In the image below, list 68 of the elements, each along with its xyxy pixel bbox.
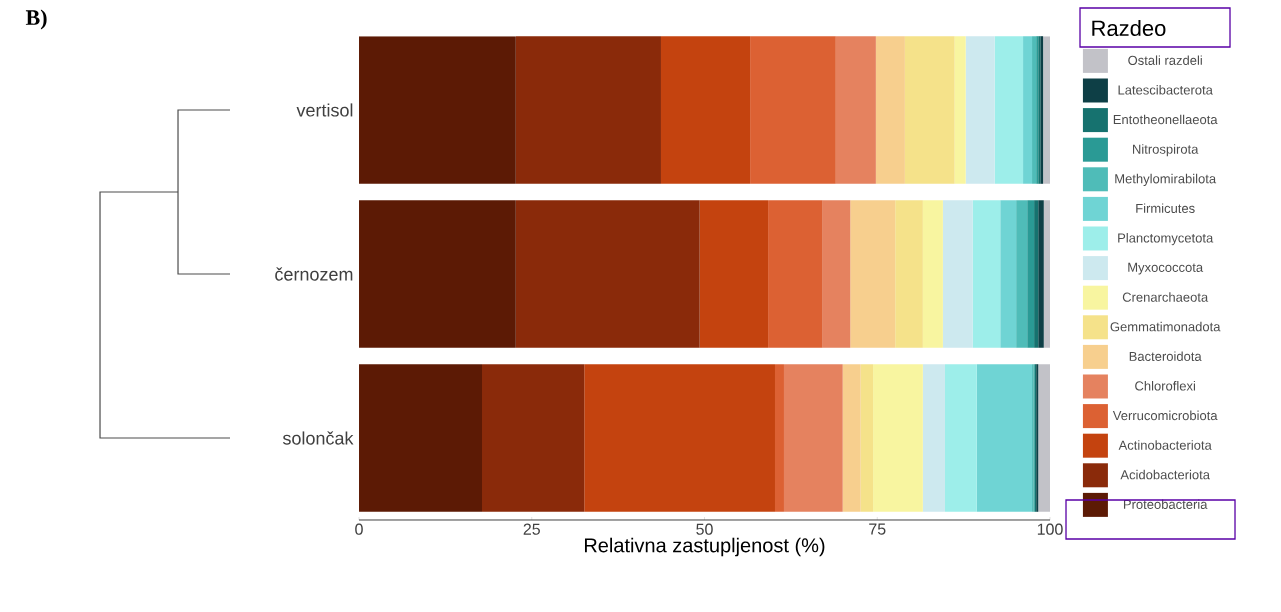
bar <box>860 364 874 512</box>
x-axis-title: Relativna zastupljenost (%) <box>584 537 825 557</box>
bar <box>994 36 1024 184</box>
y-tick-label: černozem <box>275 267 353 281</box>
bar <box>750 36 836 184</box>
x-tick-label: 50 <box>696 523 713 535</box>
bar <box>1027 200 1035 348</box>
legend-label: Verrucomicrobiota <box>1112 410 1218 421</box>
bar <box>515 200 700 348</box>
legend-label: Bacteroidota <box>1129 351 1202 361</box>
bar <box>1038 200 1044 348</box>
bar <box>850 200 896 348</box>
legend-label: Gemmatimonadota <box>1110 321 1221 332</box>
bar <box>1023 36 1033 184</box>
bar <box>972 200 1001 348</box>
bar <box>922 364 945 512</box>
bar <box>359 364 483 512</box>
bar <box>1038 364 1051 512</box>
bar <box>1043 36 1051 184</box>
bar <box>1043 200 1051 348</box>
bar <box>1032 36 1037 184</box>
bar <box>965 36 995 184</box>
legend-label: Methylomirabilota <box>1115 173 1217 186</box>
bar <box>944 364 977 512</box>
bar <box>976 364 1033 512</box>
x-tick-label: 25 <box>523 523 540 535</box>
bar <box>783 364 843 512</box>
legend-label: Myxococcota <box>1128 262 1204 275</box>
legend-label: Chloroflexi <box>1135 381 1195 391</box>
legend-label: Ostali razdeli <box>1128 55 1202 65</box>
legend-label: Planctomycetota <box>1118 233 1214 246</box>
bar <box>660 36 751 184</box>
legend-label: Crenarchaeota <box>1122 292 1209 302</box>
legend-label: Latescibacterota <box>1118 85 1213 95</box>
bar <box>482 364 585 512</box>
bar <box>768 200 823 348</box>
bar <box>1000 200 1017 348</box>
bar <box>515 36 661 184</box>
legend-label: Nitrospirota <box>1133 144 1199 157</box>
bar <box>822 200 851 348</box>
bar <box>1034 200 1039 348</box>
bar <box>873 364 923 512</box>
bar <box>584 364 775 512</box>
legend-label: Entotheonellaeota <box>1113 114 1218 125</box>
text: B) <box>25 9 47 30</box>
legend-label: Actinobacteriota <box>1118 440 1212 450</box>
bar <box>922 200 943 348</box>
bar <box>359 36 516 184</box>
legend-label: Firmicutes <box>1136 203 1195 213</box>
y-tick-label: vertisol <box>296 103 353 117</box>
legend-label: Proteobacteria <box>1123 499 1208 509</box>
bar <box>842 364 861 512</box>
bar <box>1016 200 1028 348</box>
bar <box>895 200 923 348</box>
bar <box>774 364 784 512</box>
x-tick-label: 0 <box>355 523 363 535</box>
bar <box>835 36 876 184</box>
y-tick-label: solončak <box>282 431 354 445</box>
bar <box>942 200 973 348</box>
legend-label: Acidobacteriota <box>1120 469 1210 480</box>
bar <box>699 200 769 348</box>
bar <box>875 36 905 184</box>
bar <box>904 36 955 184</box>
x-tick-label: 100 <box>1037 523 1063 535</box>
x-tick-label: 75 <box>869 523 886 535</box>
bar <box>954 36 966 184</box>
bar <box>359 200 516 348</box>
legend-title: Razdeo <box>1092 19 1166 37</box>
